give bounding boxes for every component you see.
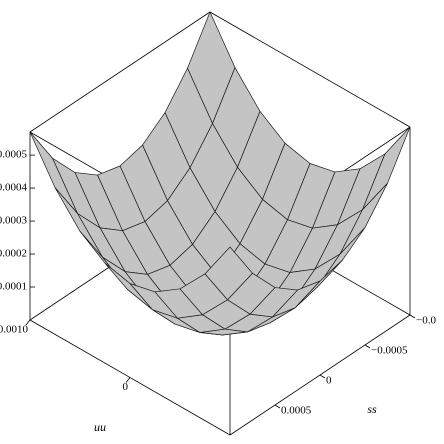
surface-patch [204,246,253,301]
y-tick-label: 0 [326,375,332,387]
y-tick-label: −0.0005 [371,345,408,357]
x-tick-label: 0 [123,381,129,393]
y-tick [319,374,326,379]
box-edge [29,11,211,133]
x-axis-label: uu [94,420,106,434]
y-tick-label: 0.0005 [281,405,312,417]
x-tick [25,319,31,326]
z-tick-label: 0.0005 [0,149,28,161]
z-tick-label: 0.0001 [0,281,27,293]
y-tick [364,344,371,349]
x-tick [125,377,131,383]
y-axis-label: ss [367,402,377,416]
y-tick [409,314,416,319]
y-tick [274,404,281,409]
y-tick-label: −0.0 [416,315,436,327]
box-edge [209,11,411,128]
x-tick-label: -0.0010 [0,324,28,336]
z-tick-label: 0.0002 [0,248,27,260]
z-tick-label: 0.0004 [0,182,28,194]
z-tick-label: 0.0003 [0,215,28,227]
